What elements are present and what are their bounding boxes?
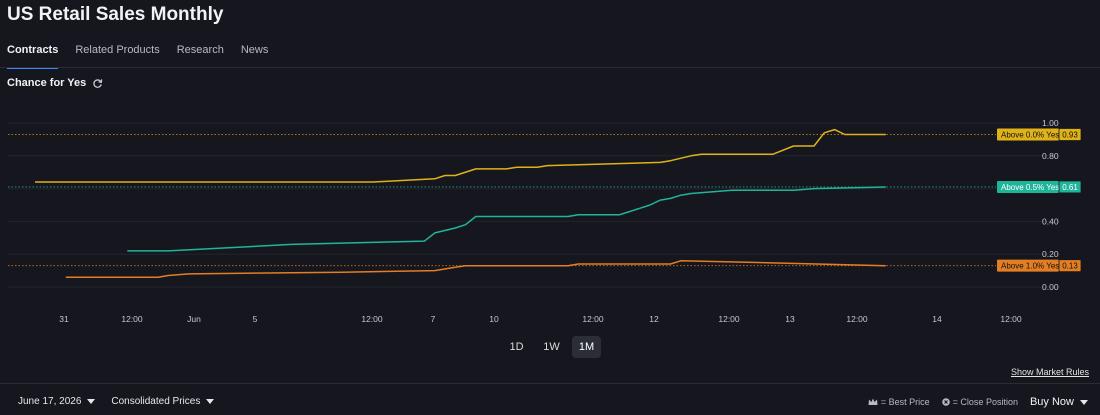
series-tag-bg <box>997 180 1059 193</box>
tab-news[interactable]: News <box>240 44 269 56</box>
series-value-bg <box>1058 128 1082 141</box>
footer-divider <box>0 383 1100 384</box>
chevron-down-icon <box>1080 399 1088 405</box>
x-tick-label: 13 <box>785 314 795 324</box>
x-tick-label: 5 <box>253 314 258 324</box>
buy-now-label: Buy Now <box>1029 396 1074 408</box>
series-value-label: 0.61 <box>1062 183 1078 192</box>
close-position-legend: = Close Position <box>941 397 1018 407</box>
close-position-text: = Close Position <box>952 397 1018 407</box>
series-line-0 <box>35 128 886 183</box>
tab-bar: Contracts Related Products Research News <box>7 44 268 69</box>
series-name-label: Above 0.5% Yes <box>1001 183 1059 192</box>
chevron-down-icon <box>87 399 96 404</box>
best-price-legend: = Best Price <box>868 397 930 407</box>
date-value: June 17, 2026 <box>18 396 82 407</box>
series-tag-bg <box>997 259 1059 272</box>
series-value-label: 0.93 <box>1062 130 1078 139</box>
price-mode-dropdown[interactable]: Consolidated Prices <box>111 396 215 407</box>
x-tick-label: 12:00 <box>582 314 604 324</box>
close-circle-icon <box>941 398 950 406</box>
crown-icon <box>868 398 878 405</box>
series-line-1 <box>127 186 886 252</box>
time-range-selector: 1D 1W 1M <box>502 336 601 358</box>
tab-divider <box>0 67 1100 68</box>
series-value-bg <box>1058 180 1082 194</box>
show-market-rules-link[interactable]: Show Market Rules <box>1010 367 1089 377</box>
tab-research[interactable]: Research <box>176 44 224 56</box>
x-tick-label: 14 <box>932 314 942 324</box>
buy-now-button[interactable]: Buy Now <box>1030 396 1088 408</box>
x-tick-label: 12:00 <box>846 314 868 324</box>
series-tag: Above 1.0% Yes 0.13 <box>997 259 1082 273</box>
price-chart: 1.000.800.600.400.200.00 3112:00Jun512:0… <box>8 118 1082 324</box>
x-tick-label: 12:00 <box>121 314 143 324</box>
y-tick-label: 0.20 <box>1042 249 1059 259</box>
series-name-label: Above 1.0% Yes <box>1001 262 1059 271</box>
range-1m-button[interactable]: 1M <box>572 336 601 358</box>
x-tick-label: 12 <box>649 314 659 324</box>
x-tick-label: 12:00 <box>718 314 740 324</box>
series-name-label: Above 0.0% Yes <box>1001 130 1059 139</box>
chevron-down-icon <box>206 399 215 404</box>
series-value-bg <box>1058 259 1082 273</box>
x-tick-label: 10 <box>489 314 499 324</box>
refresh-icon[interactable] <box>92 78 103 89</box>
y-tick-label: 0.00 <box>1042 282 1059 292</box>
series-tag-bg <box>997 128 1059 141</box>
chart-header: Chance for Yes <box>7 77 103 89</box>
series-value-label: 0.13 <box>1062 262 1078 271</box>
x-tick-label: 12:00 <box>1000 314 1022 324</box>
range-1w-button[interactable]: 1W <box>543 341 560 353</box>
x-tick-label: Jun <box>187 314 201 324</box>
x-tick-label: 12:00 <box>361 314 383 324</box>
series-line-2 <box>65 260 886 278</box>
price-mode-value: Consolidated Prices <box>111 396 201 407</box>
x-tick-label: 31 <box>59 314 69 324</box>
x-tick-label: 7 <box>431 314 436 324</box>
range-1d-button[interactable]: 1D <box>509 341 524 353</box>
date-dropdown[interactable]: June 17, 2026 <box>18 396 96 407</box>
page-title: US Retail Sales Monthly <box>7 4 224 25</box>
best-price-text: = Best Price <box>880 397 930 407</box>
footer-right: = Best Price = Close Position Buy Now <box>868 396 1088 408</box>
y-tick-label: 1.00 <box>1042 118 1059 128</box>
chance-for-yes-label: Chance for Yes <box>7 77 87 89</box>
series-tag: Above 0.0% Yes 0.93 <box>997 128 1082 141</box>
y-tick-label: 0.80 <box>1042 151 1059 161</box>
footer-left: June 17, 2026 Consolidated Prices <box>18 396 215 407</box>
tab-related-products[interactable]: Related Products <box>75 44 160 56</box>
series-tag: Above 0.5% Yes 0.61 <box>997 180 1082 194</box>
y-tick-label: 0.40 <box>1042 216 1059 226</box>
tab-contracts[interactable]: Contracts <box>7 44 59 69</box>
